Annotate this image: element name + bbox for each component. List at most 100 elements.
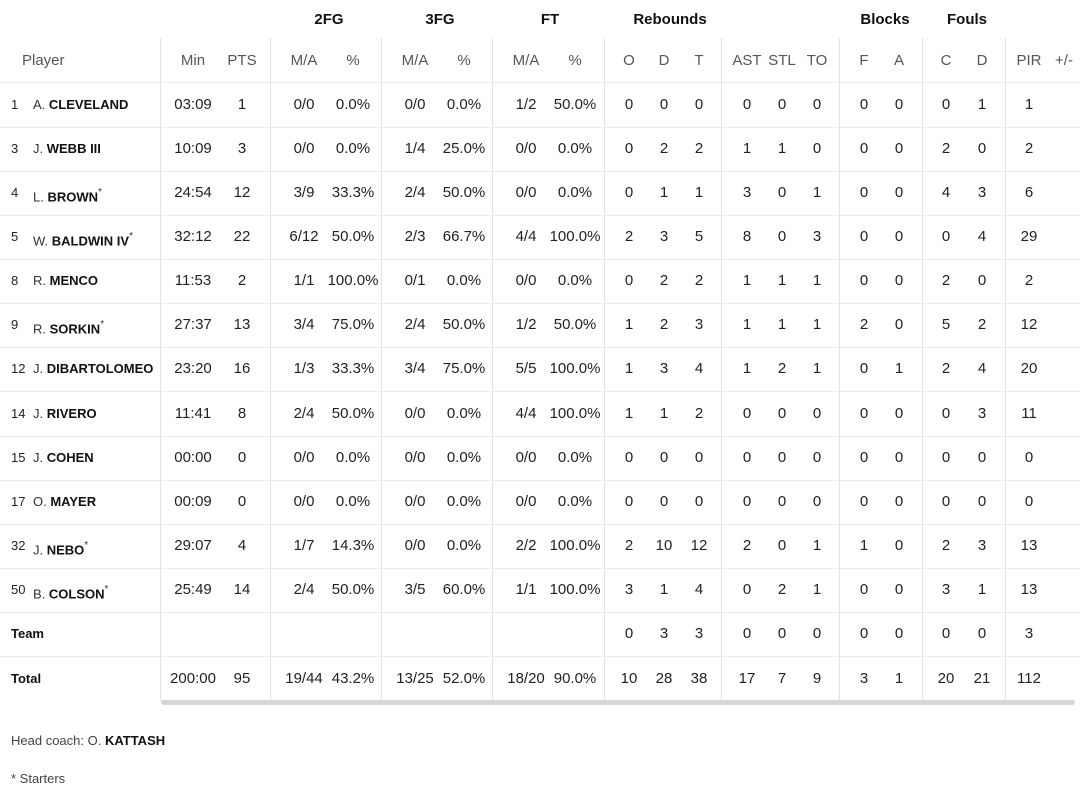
stat-cell: 0 (742, 581, 752, 598)
player-number: 5 (11, 229, 19, 244)
stat-cell: 3 (742, 184, 752, 201)
player-number: 4 (11, 185, 19, 200)
stat-cell: 0 (941, 95, 951, 113)
stat-cell: 1 (777, 272, 787, 289)
stat-cell: 22 (233, 228, 251, 245)
player-initial: W. (33, 233, 52, 249)
stat-cell: 0 (694, 493, 704, 510)
stat-cell: 20 (1020, 360, 1038, 377)
group-header-3fg: 3FG (425, 11, 455, 28)
horizontal-scrollbar[interactable] (161, 700, 1075, 705)
player-last-name: MENCO (49, 273, 99, 288)
stat-cell: 29:07 (174, 537, 212, 554)
column-divider (1005, 38, 1006, 701)
column-header: M/A (512, 52, 540, 69)
stat-cell: 0 (237, 449, 247, 466)
column-header: A (893, 52, 905, 69)
stat-cell: 5/5 (515, 360, 537, 377)
stat-cell: 2 (694, 404, 704, 422)
stat-cell: 0 (894, 537, 904, 554)
column-header: O (623, 52, 635, 69)
stat-cell: 2 (624, 537, 634, 554)
stat-cell: 0 (894, 493, 904, 510)
stat-cell: 0 (941, 625, 951, 642)
stat-cell: 3 (659, 625, 669, 642)
stat-cell: 1 (742, 272, 752, 289)
player-name[interactable]: J. WEBB III (33, 140, 101, 158)
stat-cell: 1 (742, 316, 752, 333)
group-header-ft: FT (540, 11, 560, 28)
player-last-name: BALDWIN IV (51, 233, 130, 249)
stat-cell: 0 (624, 95, 634, 113)
player-name[interactable]: O. MAYER (33, 493, 96, 511)
stat-cell: 0 (859, 493, 869, 510)
stat-cell: 4 (941, 184, 951, 201)
row-divider (0, 127, 1080, 128)
stat-cell: 2/2 (515, 537, 537, 554)
stat-cell: 50.0% (331, 404, 375, 422)
player-name[interactable]: J. NEBO* (33, 537, 88, 559)
stat-cell: 0 (742, 625, 752, 642)
stat-cell: 1 (812, 581, 822, 598)
stat-cell: 0/0 (404, 493, 426, 510)
stat-cell: 1 (894, 360, 904, 377)
stat-cell: 23:20 (174, 360, 212, 377)
column-header: +/- (1055, 52, 1073, 69)
stat-cell: 2 (977, 316, 987, 333)
stat-cell: 95 (233, 670, 251, 687)
stat-cell: 0 (777, 449, 787, 466)
player-last-name: WEBB III (46, 141, 101, 156)
column-header: Player (22, 52, 65, 69)
player-initial: R. (33, 321, 50, 337)
stat-cell: 0/0 (404, 404, 426, 422)
player-name[interactable]: J. RIVERO (33, 405, 97, 423)
stat-cell: 2 (659, 316, 669, 333)
player-number: 14 (11, 405, 26, 421)
player-name[interactable]: A. CLEVELAND (33, 96, 128, 114)
row-divider (0, 303, 1080, 304)
stat-cell: 3 (941, 581, 951, 598)
stat-cell: 0 (894, 272, 904, 289)
stat-cell: 1 (812, 537, 822, 554)
player-name[interactable]: L. BROWN* (33, 184, 102, 206)
stat-cell: 9 (812, 670, 822, 687)
column-header: % (457, 52, 471, 69)
stat-cell: 3 (977, 537, 987, 554)
stat-cell: 0 (859, 581, 869, 598)
stat-cell: 0 (941, 404, 951, 422)
stat-cell: 21 (973, 670, 991, 687)
starter-mark: * (129, 231, 133, 242)
stat-cell: 2/4 (293, 581, 315, 598)
stat-cell: 6/12 (289, 228, 319, 245)
stat-cell: 0.0% (335, 140, 371, 157)
stat-cell: 0.0% (557, 140, 593, 157)
column-header: D (976, 52, 988, 69)
player-name[interactable]: R. MENCO (33, 272, 98, 290)
player-name[interactable]: W. BALDWIN IV* (33, 228, 133, 250)
stat-cell: 75.0% (442, 360, 486, 377)
head-coach-prefix: Head coach: O. (11, 733, 102, 748)
stat-cell: 0 (624, 625, 634, 642)
stat-cell: 2/4 (404, 316, 426, 333)
stat-cell: 0/0 (293, 449, 315, 466)
player-number: 1 (11, 96, 19, 112)
player-name[interactable]: B. COLSON* (33, 581, 108, 603)
player-name[interactable]: J. DIBARTOLOMEO (33, 360, 153, 378)
column-header: D (658, 52, 670, 69)
stat-cell: 0 (859, 228, 869, 245)
stat-cell: 0 (894, 581, 904, 598)
stat-cell: 0/1 (404, 272, 426, 289)
stat-cell: 0 (742, 449, 752, 466)
stat-cell: 1 (894, 670, 904, 687)
stat-cell: 2 (694, 140, 704, 157)
stat-cell: 0 (859, 184, 869, 201)
stat-cell: 4 (977, 228, 987, 245)
stat-cell: 0 (859, 449, 869, 466)
stat-cell: 33.3% (331, 184, 375, 201)
stat-cell: 0 (977, 140, 987, 157)
column-divider (922, 38, 923, 701)
stat-cell: 0/0 (515, 140, 537, 157)
stat-cell: 0 (659, 95, 669, 113)
player-name[interactable]: R. SORKIN* (33, 316, 104, 338)
player-name[interactable]: J. COHEN (33, 449, 94, 467)
